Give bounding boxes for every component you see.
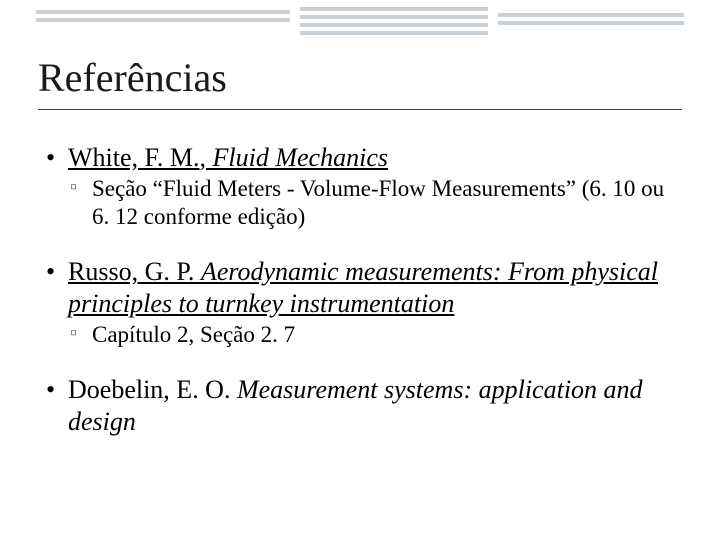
content-area: White, F. M., Fluid Mechanics Seção “Flu… xyxy=(46,142,674,463)
header-decoration xyxy=(0,0,720,40)
reference-item-1: White, F. M., Fluid Mechanics Seção “Flu… xyxy=(46,142,674,230)
slide-title: Referências xyxy=(38,54,682,101)
ref2-sub: Capítulo 2, Seção 2. 7 xyxy=(68,321,674,349)
ref2-author: Russo, G. P. xyxy=(68,257,194,286)
ref1-sub: Seção “Fluid Meters - Volume-Flow Measur… xyxy=(68,175,674,230)
slide: Referências White, F. M., Fluid Mechanic… xyxy=(0,0,720,540)
ref1-title: Fluid Mechanics xyxy=(213,143,388,172)
title-underline xyxy=(38,109,682,110)
reference-list: White, F. M., Fluid Mechanics Seção “Flu… xyxy=(46,142,674,437)
title-block: Referências xyxy=(38,54,682,110)
ref1-author: White, F. M. xyxy=(68,143,200,172)
reference-item-2: Russo, G. P. Aerodynamic measurements: F… xyxy=(46,256,674,348)
reference-item-3: Doebelin, E. O. Measurement systems: app… xyxy=(46,374,674,436)
ref3-author: Doebelin, E. O. xyxy=(68,375,230,404)
